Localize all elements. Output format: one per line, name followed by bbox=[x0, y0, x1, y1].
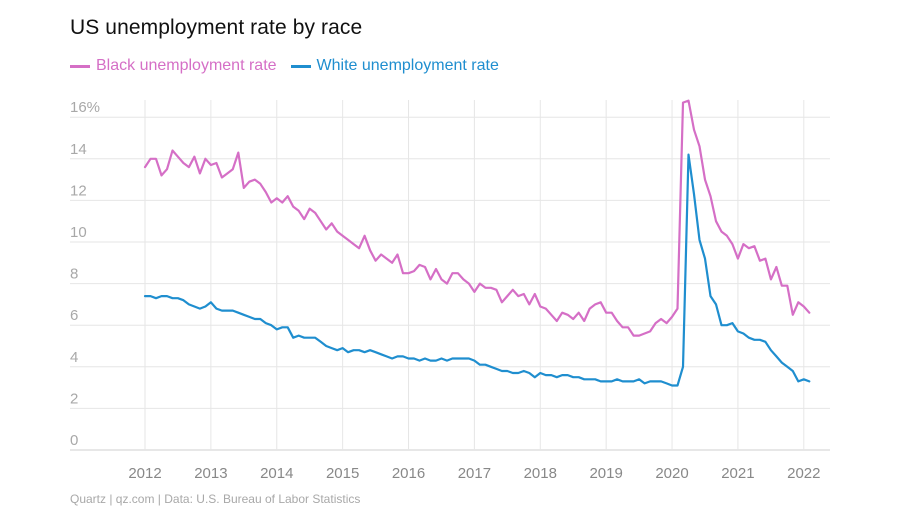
y-axis-ticks: 0 2 4 6 8 10 12 14 16% bbox=[70, 99, 100, 449]
legend-item-white: White unemployment rate bbox=[290, 57, 499, 75]
y-tick-label: 4 bbox=[70, 349, 78, 366]
x-tick-label: 2017 bbox=[458, 465, 491, 482]
x-tick-label: 2014 bbox=[260, 465, 293, 482]
x-tick-label: 2015 bbox=[326, 465, 359, 482]
x-tick-label: 2013 bbox=[194, 465, 227, 482]
y-tick-label: 0 bbox=[70, 432, 78, 449]
series-line-black bbox=[143, 99, 811, 337]
legend-swatch-black bbox=[70, 64, 90, 68]
legend-item-black: Black unemployment rate bbox=[70, 57, 277, 75]
x-tick-label: 2020 bbox=[655, 465, 688, 482]
y-tick-label: 10 bbox=[70, 224, 87, 241]
y-tick-label: 2 bbox=[70, 390, 78, 407]
y-tick-label: 16% bbox=[70, 99, 100, 116]
legend: Black unemployment rate White unemployme… bbox=[70, 57, 513, 75]
legend-label-black: Black unemployment rate bbox=[96, 57, 277, 74]
source-note: Quartz | qz.com | Data: U.S. Bureau of L… bbox=[70, 492, 361, 506]
gridlines bbox=[70, 100, 830, 451]
x-tick-label: 2016 bbox=[392, 465, 425, 482]
y-tick-label: 6 bbox=[70, 307, 78, 324]
x-tick-label: 2018 bbox=[524, 465, 557, 482]
x-tick-label: 2012 bbox=[128, 465, 161, 482]
x-tick-label: 2021 bbox=[721, 465, 754, 482]
y-tick-label: 8 bbox=[70, 266, 78, 283]
x-axis-ticks: 2012 2013 2014 2015 2016 2017 2018 2019 2020 2021… bbox=[128, 465, 820, 482]
legend-swatch-white bbox=[290, 64, 311, 68]
y-tick-label: 14 bbox=[70, 141, 87, 158]
y-tick-label: 12 bbox=[70, 182, 87, 199]
chart-title: US unemployment rate by race bbox=[70, 16, 363, 39]
series-lines bbox=[143, 99, 811, 387]
x-tick-label: 2019 bbox=[589, 465, 622, 482]
series-line-white bbox=[143, 153, 811, 387]
legend-label-white: White unemployment rate bbox=[316, 57, 499, 74]
x-tick-label: 2022 bbox=[787, 465, 820, 482]
